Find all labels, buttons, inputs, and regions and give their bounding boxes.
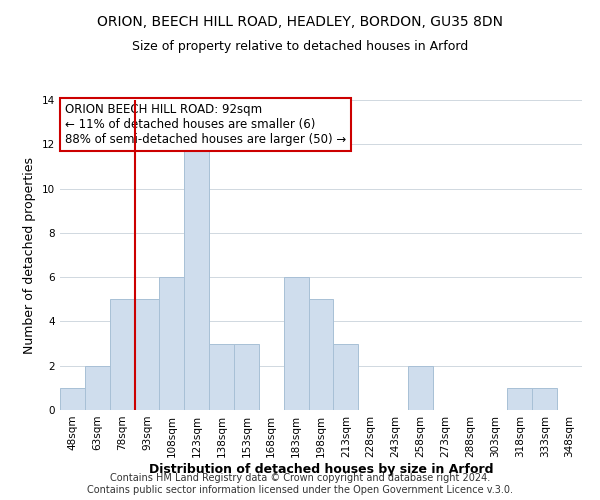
Bar <box>284 277 308 410</box>
Bar <box>184 144 209 410</box>
Text: Contains HM Land Registry data © Crown copyright and database right 2024.
Contai: Contains HM Land Registry data © Crown c… <box>87 474 513 495</box>
Bar <box>110 300 134 410</box>
Y-axis label: Number of detached properties: Number of detached properties <box>23 156 37 354</box>
Bar <box>408 366 433 410</box>
Bar <box>508 388 532 410</box>
Bar <box>532 388 557 410</box>
Text: Size of property relative to detached houses in Arford: Size of property relative to detached ho… <box>132 40 468 53</box>
Text: ORION BEECH HILL ROAD: 92sqm
← 11% of detached houses are smaller (6)
88% of sem: ORION BEECH HILL ROAD: 92sqm ← 11% of de… <box>65 103 346 146</box>
Bar <box>308 300 334 410</box>
Text: ORION, BEECH HILL ROAD, HEADLEY, BORDON, GU35 8DN: ORION, BEECH HILL ROAD, HEADLEY, BORDON,… <box>97 15 503 29</box>
Bar <box>134 300 160 410</box>
Bar <box>85 366 110 410</box>
X-axis label: Distribution of detached houses by size in Arford: Distribution of detached houses by size … <box>149 462 493 475</box>
Bar <box>334 344 358 410</box>
Bar <box>160 277 184 410</box>
Bar <box>209 344 234 410</box>
Bar <box>234 344 259 410</box>
Bar <box>60 388 85 410</box>
